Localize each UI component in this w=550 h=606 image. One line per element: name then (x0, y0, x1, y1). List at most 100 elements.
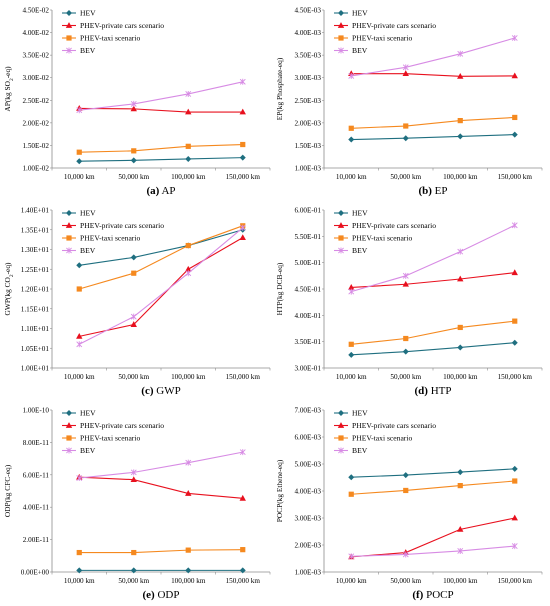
y-tick-label: 2.50E-02 (22, 97, 49, 105)
legend-label: HEV (80, 209, 96, 218)
x-tick-label: 150,000 km (226, 577, 261, 585)
data-point-square (76, 149, 82, 155)
data-point-triangle (348, 284, 355, 290)
data-point-triangle (511, 72, 518, 79)
data-point-diamond (348, 136, 355, 143)
data-point-star (239, 224, 246, 231)
data-point-triangle (457, 72, 464, 79)
panel-caption-name: HTP (428, 385, 452, 397)
legend-label: BEV (352, 46, 368, 55)
panel-caption-letter: (e) (143, 589, 156, 601)
legend-marker-star (338, 447, 344, 454)
data-point-diamond (130, 157, 137, 164)
data-point-star (185, 270, 192, 277)
y-tick-label: 3.00E-03 (294, 74, 321, 82)
x-tick-label: 50,000 km (390, 577, 421, 585)
x-tick-label: 10,000 km (64, 577, 95, 585)
x-tick-label: 50,000 km (118, 373, 149, 381)
series-line-diamond (351, 468, 515, 478)
panel-caption: (a) AP (146, 185, 175, 197)
legend-label: PHEV-taxi scenario (80, 434, 140, 443)
legend-label: PHEV-private cars scenario (352, 421, 436, 430)
legend-marker-square (338, 435, 344, 441)
series-line-triangle (351, 73, 515, 77)
data-point-triangle (130, 105, 137, 112)
data-point-square (348, 491, 354, 497)
legend-label: HEV (352, 409, 368, 418)
data-point-diamond (348, 351, 355, 358)
legend-marker-triangle (65, 422, 73, 428)
y-tick-label: 1.50E-03 (294, 142, 321, 150)
x-tick-label: 150,000 km (498, 373, 533, 381)
data-point-square (348, 341, 354, 347)
legend-marker-square (66, 35, 72, 41)
y-tick-label: 3.00E-02 (22, 74, 49, 82)
x-tick-label: 50,000 km (118, 577, 149, 585)
data-point-diamond (511, 131, 518, 138)
data-point-star (185, 90, 192, 97)
legend-label: PHEV-private cars scenario (80, 21, 164, 30)
data-point-diamond (239, 567, 246, 574)
y-tick-label: 6.00E-03 (294, 434, 321, 442)
series-line-star (351, 37, 515, 77)
legend-label: PHEV-taxi scenario (352, 234, 412, 243)
x-tick-label: 100,000 km (443, 173, 478, 181)
y-tick-label: 3.50E-02 (22, 52, 49, 60)
series-line-triangle (79, 107, 243, 113)
data-point-diamond (76, 262, 83, 269)
x-tick-label: 100,000 km (171, 577, 206, 585)
y-tick-label: 4.00E-03 (294, 29, 321, 37)
panel-caption-letter: (a) (146, 185, 159, 197)
y-tick-label: 4.50E-01 (294, 286, 321, 294)
x-tick-label: 10,000 km (64, 173, 95, 181)
legend-label: PHEV-taxi scenario (352, 434, 412, 443)
legend-label: PHEV-taxi scenario (80, 34, 140, 43)
data-point-square (403, 335, 409, 342)
data-point-triangle (239, 234, 246, 241)
y-tick-label: 1.20E+01 (21, 286, 50, 294)
legend-marker-square (338, 35, 344, 41)
data-point-square (512, 114, 518, 121)
y-tick-label: 2.00E-02 (22, 119, 49, 127)
data-point-triangle (239, 108, 246, 115)
series-line-square (351, 320, 515, 345)
y-tick-label: 1.00E-03 (294, 569, 321, 577)
data-point-square (185, 547, 191, 553)
y-tick-label: 4.50E-02 (22, 7, 49, 15)
legend-marker-triangle (65, 222, 73, 228)
legend-marker-diamond (66, 10, 72, 16)
series-line-star (79, 451, 243, 479)
data-point-square (512, 318, 518, 324)
data-point-diamond (511, 339, 518, 346)
legend-marker-diamond (338, 210, 344, 216)
data-point-star (511, 543, 518, 550)
y-tick-label: 5.50E-01 (294, 233, 321, 241)
data-point-triangle (130, 476, 137, 483)
data-point-triangle (511, 269, 518, 276)
data-point-triangle (185, 265, 192, 272)
data-point-triangle (511, 514, 518, 521)
legend-label: HEV (80, 409, 96, 418)
y-tick-label: 3.00E-03 (294, 515, 321, 523)
y-tick-label: 8.00E-11 (23, 439, 50, 447)
series-line-diamond (79, 229, 243, 266)
series-line-square (79, 225, 243, 290)
legend-label: PHEV-private cars scenario (80, 221, 164, 230)
legend-marker-star (338, 247, 344, 254)
legend-label: BEV (352, 446, 368, 455)
data-point-square (512, 478, 518, 484)
series-line-star (351, 545, 515, 557)
panel-caption-name: GWP (154, 385, 181, 397)
data-point-diamond (402, 348, 409, 355)
legend-label: HEV (352, 209, 368, 218)
series-line-square (351, 116, 515, 129)
series-line-diamond (351, 342, 515, 356)
legend-label: BEV (80, 446, 96, 455)
data-point-diamond (402, 472, 409, 479)
legend-label: PHEV-private cars scenario (80, 421, 164, 430)
panel-caption: (e) ODP (143, 589, 180, 601)
data-point-star (130, 313, 137, 320)
y-tick-label: 1.00E-02 (22, 165, 49, 173)
series-line-triangle (79, 476, 243, 499)
series-line-diamond (351, 134, 515, 141)
